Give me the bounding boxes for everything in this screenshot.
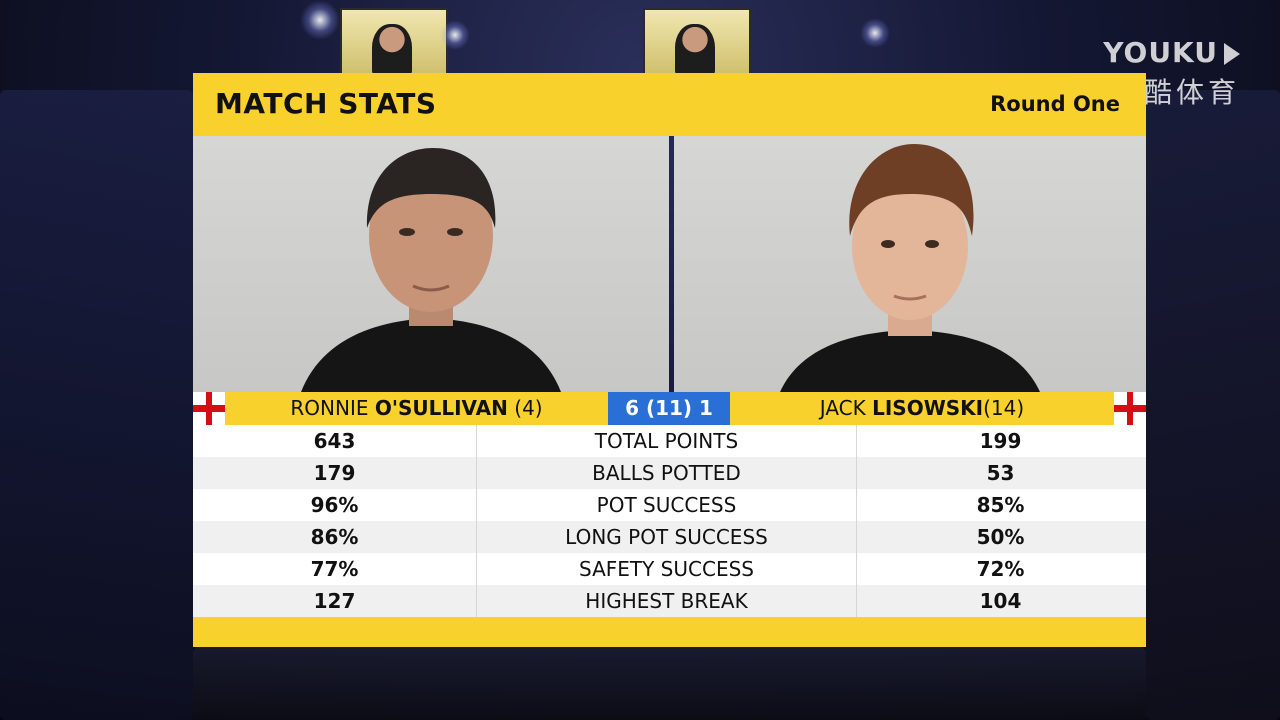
- arena-screen: [340, 8, 448, 78]
- crowd-right: [1146, 90, 1280, 720]
- stat-label: SAFETY SUCCESS: [476, 553, 857, 585]
- panel-header: MATCH STATS Round One: [193, 73, 1146, 136]
- stat-left-value: 86%: [310, 525, 359, 549]
- stat-label: HIGHEST BREAK: [476, 585, 857, 617]
- england-flag-icon: [193, 392, 225, 425]
- player-name-left: RONNIE O'SULLIVAN (4): [225, 392, 608, 425]
- player-portrait-left: [301, 148, 561, 392]
- stat-left-value: 127: [313, 589, 356, 613]
- round-label: Round One: [990, 92, 1120, 116]
- stat-left-value: 179: [313, 461, 356, 485]
- stat-label: LONG POT SUCCESS: [476, 521, 857, 553]
- stat-label: POT SUCCESS: [476, 489, 857, 521]
- stat-right-value: 104: [979, 589, 1022, 613]
- stat-right-value: 53: [986, 461, 1015, 485]
- stat-row: 643 TOTAL POINTS 199: [193, 425, 1146, 457]
- stat-row: 77% SAFETY SUCCESS 72%: [193, 553, 1146, 585]
- match-score: 6 (11) 1: [608, 392, 730, 425]
- stat-label: BALLS POTTED: [476, 457, 857, 489]
- stage-light: [300, 0, 340, 40]
- panel-footer: [193, 617, 1146, 647]
- stat-left-value: 77%: [310, 557, 359, 581]
- england-flag-icon: [1114, 392, 1146, 425]
- stat-right-value: 72%: [976, 557, 1025, 581]
- stat-left-value: 643: [313, 429, 356, 453]
- stat-label: TOTAL POINTS: [476, 425, 857, 457]
- player-portrait-right: [780, 144, 1040, 392]
- stats-table: 643 TOTAL POINTS 199 179 BALLS POTTED 53…: [193, 425, 1146, 617]
- stat-row: 127 HIGHEST BREAK 104: [193, 585, 1146, 617]
- player-name-row: RONNIE O'SULLIVAN (4) 6 (11) 1 JACK LISO…: [193, 392, 1146, 425]
- stat-row: 96% POT SUCCESS 85%: [193, 489, 1146, 521]
- stat-row: 179 BALLS POTTED 53: [193, 457, 1146, 489]
- arena-screen: [643, 8, 751, 78]
- youku-logo: YOUKU: [1103, 36, 1240, 69]
- crowd-bottom: [193, 647, 1146, 720]
- crowd-left: [0, 90, 193, 720]
- match-stats-panel: MATCH STATS Round One RONNIE O'SULLIVAN …: [193, 73, 1146, 647]
- stat-right-value: 50%: [976, 525, 1025, 549]
- player-name-right: JACK LISOWSKI(14): [730, 392, 1114, 425]
- stage-light: [860, 18, 890, 48]
- player-photo-left: [193, 136, 669, 392]
- stat-right-value: 199: [979, 429, 1022, 453]
- stat-row: 86% LONG POT SUCCESS 50%: [193, 521, 1146, 553]
- player-photo-right: [674, 136, 1146, 392]
- stat-left-value: 96%: [310, 493, 359, 517]
- panel-title: MATCH STATS: [215, 87, 437, 120]
- stat-right-value: 85%: [976, 493, 1025, 517]
- stage-light: [440, 20, 470, 50]
